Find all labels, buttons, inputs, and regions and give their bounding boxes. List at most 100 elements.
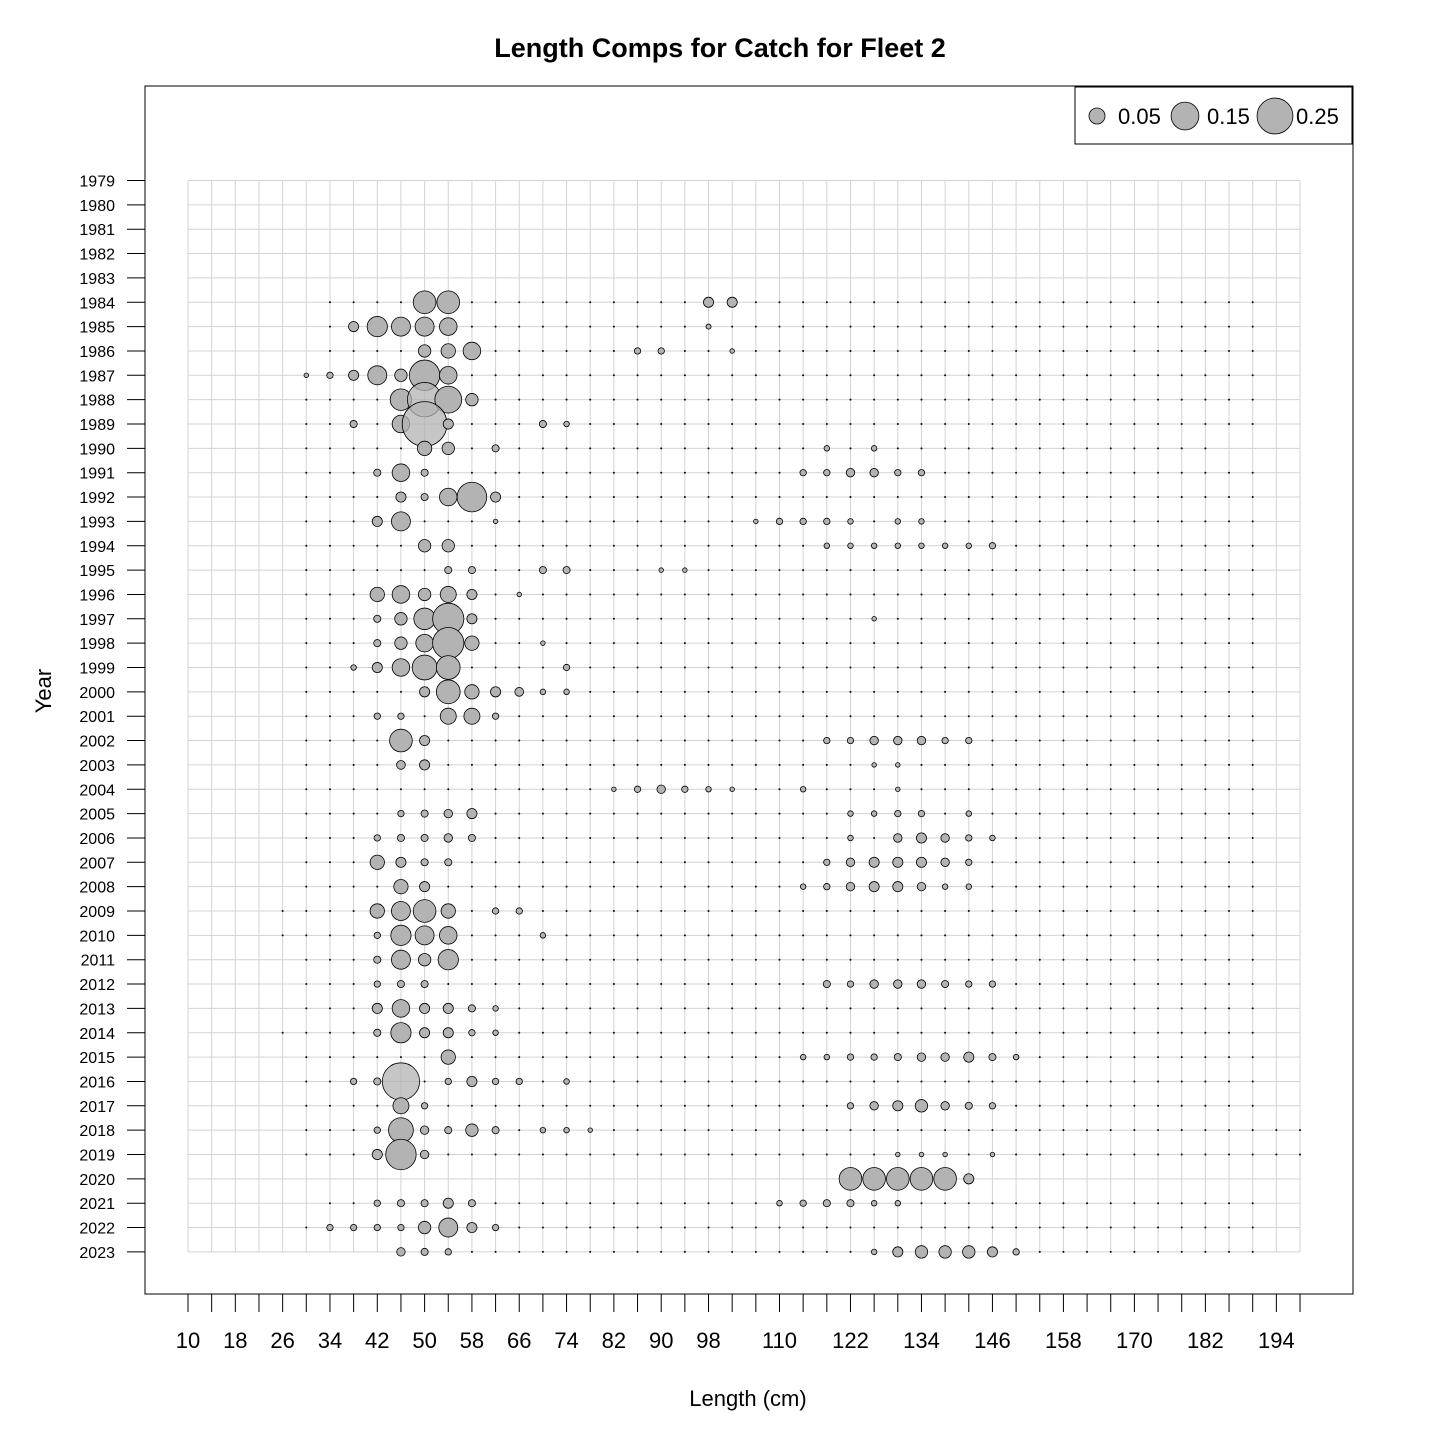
bubble xyxy=(328,788,331,791)
bubble xyxy=(518,666,521,669)
bubble xyxy=(1180,690,1183,693)
bubble xyxy=(636,885,639,888)
bubble xyxy=(754,374,757,377)
bubble xyxy=(849,447,852,450)
bubble xyxy=(1157,422,1160,425)
bubble xyxy=(802,1153,805,1156)
bubble xyxy=(896,349,899,352)
bubble xyxy=(944,325,947,328)
bubble xyxy=(565,398,568,401)
bubble xyxy=(849,1080,852,1083)
bubble xyxy=(1133,666,1136,669)
bubble xyxy=(1157,1080,1160,1083)
bubble xyxy=(933,1167,957,1191)
bubble xyxy=(1180,471,1183,474)
bubble xyxy=(391,901,411,921)
bubble xyxy=(802,934,805,937)
bubble xyxy=(920,496,923,499)
bubble xyxy=(494,374,497,377)
bubble xyxy=(1062,325,1065,328)
bubble xyxy=(873,422,876,425)
bubble xyxy=(1062,983,1065,986)
bubble xyxy=(352,593,355,596)
x-tick-label: 18 xyxy=(223,1328,247,1353)
bubble xyxy=(731,715,734,718)
bubble xyxy=(1251,398,1254,401)
bubble xyxy=(1038,569,1041,572)
bubble xyxy=(1015,934,1018,937)
bubble xyxy=(399,349,402,352)
bubble xyxy=(873,1007,876,1010)
bubble xyxy=(1180,398,1183,401)
bubble xyxy=(1109,496,1112,499)
bubble xyxy=(707,471,710,474)
y-tick-label: 2022 xyxy=(79,1221,115,1238)
bubble xyxy=(612,1226,615,1229)
bubble xyxy=(660,593,663,596)
bubble xyxy=(1204,1080,1207,1083)
bubble xyxy=(423,1080,426,1083)
bubble xyxy=(1086,301,1089,304)
bubble xyxy=(1133,496,1136,499)
bubble xyxy=(565,836,568,839)
bubble xyxy=(376,690,379,693)
bubble xyxy=(328,739,331,742)
bubble xyxy=(1015,1031,1018,1034)
bubble xyxy=(823,736,831,745)
bubble xyxy=(420,1247,429,1256)
bubble xyxy=(778,836,781,839)
bubble xyxy=(894,809,902,818)
bubble xyxy=(778,325,781,328)
bubble xyxy=(1109,1153,1112,1156)
bubble xyxy=(825,593,828,596)
bubble xyxy=(802,569,805,572)
bubble xyxy=(305,690,308,693)
bubble xyxy=(849,569,852,572)
y-tick-label: 1983 xyxy=(79,271,115,288)
bubble xyxy=(1228,642,1231,645)
bubble xyxy=(660,1007,663,1010)
bubble xyxy=(802,715,805,718)
bubble xyxy=(1251,861,1254,864)
bubble xyxy=(1204,1202,1207,1205)
bubble xyxy=(491,907,500,915)
bubble xyxy=(802,812,805,815)
bubble xyxy=(589,1226,592,1229)
bubble xyxy=(802,958,805,961)
bubble xyxy=(776,1200,783,1207)
bubble xyxy=(873,349,876,352)
bubble xyxy=(1133,763,1136,766)
bubble xyxy=(731,910,734,913)
y-tick-label: 1991 xyxy=(79,466,115,483)
bubble xyxy=(1038,910,1041,913)
bubble xyxy=(1038,1031,1041,1034)
bubble xyxy=(1086,861,1089,864)
bubble xyxy=(352,788,355,791)
bubble xyxy=(490,491,502,503)
bubble xyxy=(464,684,480,700)
bubble xyxy=(775,517,784,526)
bubble xyxy=(967,910,970,913)
bubble xyxy=(1133,374,1136,377)
bubble xyxy=(1204,374,1207,377)
bubble xyxy=(444,1248,452,1256)
bubble xyxy=(896,617,899,620)
bubble xyxy=(412,899,437,923)
bubble xyxy=(873,374,876,377)
bubble xyxy=(799,1053,807,1061)
bubble xyxy=(589,349,592,352)
bubble xyxy=(849,398,852,401)
bubble xyxy=(920,617,923,620)
bubble xyxy=(754,836,757,839)
bubble xyxy=(470,934,473,937)
bubble xyxy=(920,642,923,645)
bubble xyxy=(916,979,927,989)
bubble xyxy=(612,398,615,401)
bubble xyxy=(518,642,521,645)
bubble xyxy=(917,809,926,818)
bubble xyxy=(636,544,639,547)
y-tick-label: 1994 xyxy=(79,539,115,556)
bubble xyxy=(849,666,852,669)
bubble xyxy=(1204,958,1207,961)
y-tick-label: 2019 xyxy=(79,1148,115,1165)
